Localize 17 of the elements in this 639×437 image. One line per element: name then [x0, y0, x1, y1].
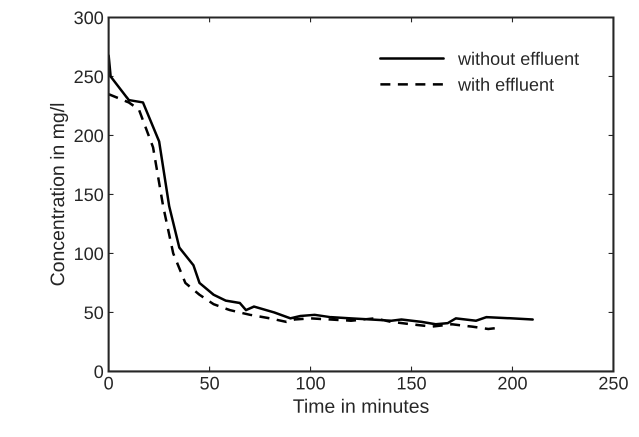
legend-label: without effluent [458, 52, 580, 66]
legend-label: with effluent [458, 78, 554, 91]
x-tick-label: 100 [296, 376, 325, 390]
x-tick-label: 50 [200, 376, 219, 390]
x-tick-label: 200 [498, 376, 527, 390]
x-tick-label: 250 [599, 376, 628, 390]
y-tick-label: 0 [94, 365, 104, 378]
y-axis-title: Concentration in mg/l [50, 104, 68, 286]
x-tick-label: 150 [398, 376, 426, 390]
y-tick-label: 50 [84, 306, 104, 320]
y-tick-label: 150 [75, 188, 104, 202]
x-axis-title: Time in minutes [293, 398, 429, 413]
y-tick-label: 250 [74, 70, 104, 84]
x-tick-label: 0 [104, 376, 113, 390]
y-tick-label: 100 [75, 247, 104, 260]
y-tick-label: 200 [74, 129, 104, 142]
y-tick-label: 300 [74, 11, 104, 24]
